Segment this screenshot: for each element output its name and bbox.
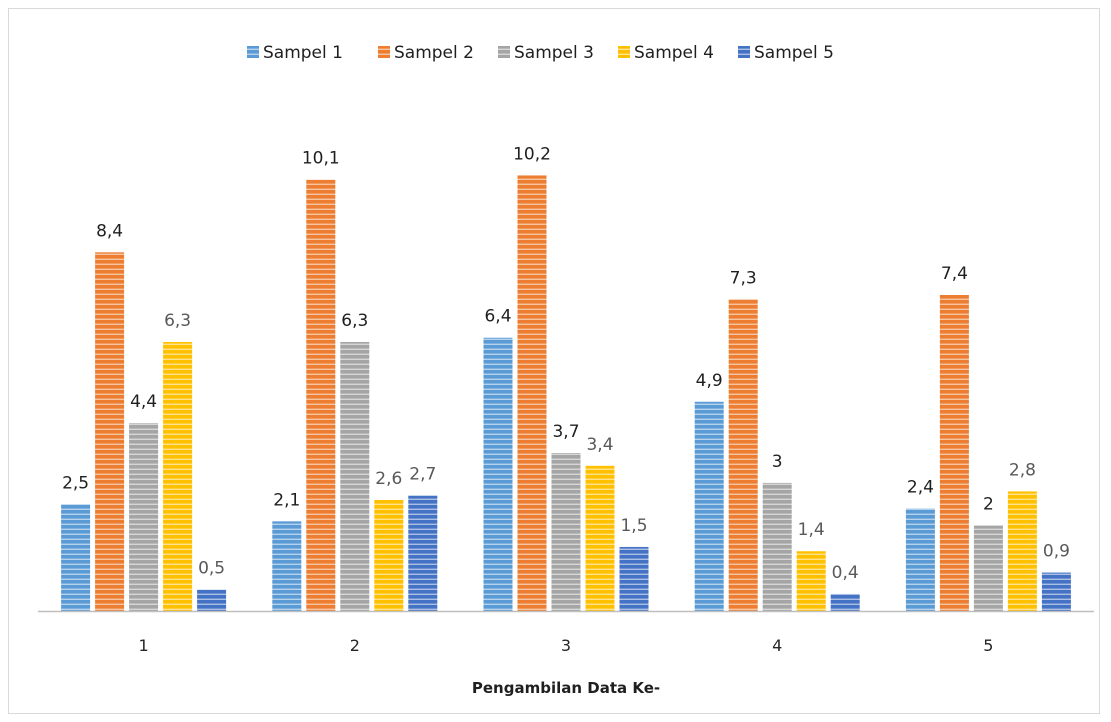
legend-label: Sampel 1 xyxy=(263,43,343,63)
x-tick-label: 3 xyxy=(561,636,571,655)
data-label-sampel-3-cat-4: 3 xyxy=(772,452,783,472)
x-tick-labels: 1 2 3 4 5 xyxy=(139,636,994,655)
legend-swatch xyxy=(498,46,510,58)
bar-sampel-1-cat-2 xyxy=(272,521,302,611)
x-tick-label: 2 xyxy=(350,636,360,655)
data-label-sampel-2-cat-1: 8,4 xyxy=(96,221,123,241)
data-label-sampel-4-cat-4: 1,4 xyxy=(798,520,825,540)
data-label-sampel-4-cat-1: 6,3 xyxy=(164,311,191,331)
data-label-sampel-5-cat-5: 0,9 xyxy=(1043,542,1070,562)
legend-item-sampel-1: Sampel 1 xyxy=(247,43,343,63)
bar-sampel-4-cat-1 xyxy=(163,341,193,611)
legend-label: Sampel 2 xyxy=(394,43,474,63)
legend-swatch xyxy=(738,46,750,58)
bar-sampel-5-cat-2 xyxy=(408,495,438,611)
bars-group xyxy=(61,175,1071,612)
bar-sampel-5-cat-5 xyxy=(1041,572,1071,611)
x-tick-label: 5 xyxy=(983,636,993,655)
data-label-sampel-5-cat-4: 0,4 xyxy=(832,563,859,583)
data-label-sampel-5-cat-1: 0,5 xyxy=(198,559,225,579)
bar-sampel-2-cat-4 xyxy=(728,299,758,611)
data-label-sampel-3-cat-5: 2 xyxy=(983,495,994,515)
data-label-sampel-4-cat-2: 2,6 xyxy=(375,469,402,489)
data-label-sampel-3-cat-2: 6,3 xyxy=(341,311,368,331)
legend-label: Sampel 3 xyxy=(514,43,594,63)
data-label-sampel-2-cat-2: 10,1 xyxy=(302,149,340,169)
data-label-sampel-4-cat-3: 3,4 xyxy=(586,435,613,455)
legend-label: Sampel 4 xyxy=(634,43,714,63)
bar-sampel-4-cat-4 xyxy=(796,551,826,611)
data-label-sampel-1-cat-2: 2,1 xyxy=(273,490,300,510)
data-label-sampel-5-cat-3: 1,5 xyxy=(620,516,647,536)
bar-sampel-3-cat-4 xyxy=(762,482,792,611)
legend-swatch xyxy=(247,46,259,58)
legend-item-sampel-3: Sampel 3 xyxy=(498,43,594,63)
data-label-sampel-4-cat-5: 2,8 xyxy=(1009,460,1036,480)
data-label-sampel-1-cat-3: 6,4 xyxy=(484,307,511,327)
bar-sampel-1-cat-5 xyxy=(905,508,935,611)
legend-item-sampel-2: Sampel 2 xyxy=(378,43,474,63)
bar-sampel-3-cat-3 xyxy=(551,453,581,611)
data-label-sampel-3-cat-3: 3,7 xyxy=(552,422,579,442)
legend-item-sampel-4: Sampel 4 xyxy=(618,43,714,63)
x-tick-label: 1 xyxy=(139,636,149,655)
data-label-sampel-2-cat-3: 10,2 xyxy=(513,144,551,164)
x-tick-label: 4 xyxy=(772,636,782,655)
bar-sampel-2-cat-5 xyxy=(939,295,969,611)
bar-sampel-1-cat-4 xyxy=(694,401,724,611)
data-label-sampel-1-cat-1: 2,5 xyxy=(62,473,89,493)
data-labels-group: 2,5 8,4 4,4 6,3 0,5 2,1 10,1 6,3 2,6 2,7 6,4 10,2 3,… xyxy=(62,144,1070,582)
bar-sampel-5-cat-1 xyxy=(197,589,227,611)
legend-label: Sampel 5 xyxy=(754,43,834,63)
bar-sampel-2-cat-2 xyxy=(306,179,336,612)
legend-item-sampel-5: Sampel 5 xyxy=(738,43,834,63)
bar-sampel-5-cat-4 xyxy=(830,593,860,611)
data-label-sampel-3-cat-1: 4,4 xyxy=(130,392,157,412)
legend-swatch xyxy=(618,46,630,58)
data-label-sampel-2-cat-5: 7,4 xyxy=(941,264,968,284)
bar-sampel-5-cat-3 xyxy=(619,546,649,611)
bar-sampel-4-cat-5 xyxy=(1007,491,1037,611)
bar-sampel-2-cat-1 xyxy=(95,252,125,611)
bar-sampel-4-cat-2 xyxy=(374,499,404,611)
bar-sampel-3-cat-2 xyxy=(340,341,370,611)
bar-sampel-3-cat-1 xyxy=(129,423,159,611)
legend-swatch xyxy=(378,46,390,58)
data-label-sampel-2-cat-4: 7,3 xyxy=(730,268,757,288)
bar-sampel-2-cat-3 xyxy=(517,175,547,611)
legend: Sampel 1 Sampel 2 Sampel 3 Sampel 4 Sampel 5 xyxy=(247,43,834,63)
bar-sampel-1-cat-3 xyxy=(483,337,513,611)
bar-sampel-1-cat-1 xyxy=(61,504,91,611)
data-label-sampel-5-cat-2: 2,7 xyxy=(409,465,436,485)
data-label-sampel-1-cat-4: 4,9 xyxy=(696,371,723,391)
x-axis-title: Pengambilan Data Ke- xyxy=(472,679,660,697)
data-label-sampel-1-cat-5: 2,4 xyxy=(907,478,934,498)
bar-sampel-3-cat-5 xyxy=(973,525,1003,611)
bar-sampel-4-cat-3 xyxy=(585,465,615,611)
